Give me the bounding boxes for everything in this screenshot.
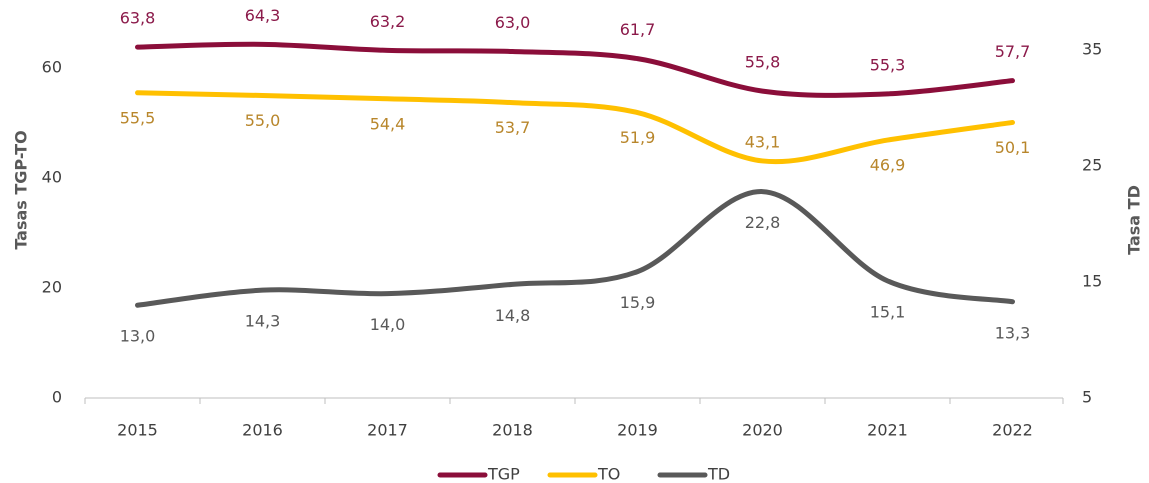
data-label: 14,8	[495, 306, 531, 325]
legend-label: TGP	[487, 465, 520, 483]
line-series	[135, 41, 1015, 98]
data-label: 64,3	[245, 6, 281, 25]
y-axis-title: Tasas TGP-TO	[12, 130, 31, 249]
data-label: 55,3	[870, 55, 906, 74]
y2-axis-title: Tasa TD	[1125, 185, 1144, 255]
data-label: 63,2	[370, 12, 406, 31]
legend-label: TD	[707, 465, 730, 483]
data-label: 22,8	[745, 213, 781, 232]
y-tick-label: 0	[52, 388, 62, 407]
data-label: 55,8	[745, 53, 781, 72]
x-tick-label: 2017	[367, 421, 408, 440]
data-label: 54,4	[370, 114, 406, 133]
x-tick-label: 2018	[492, 421, 533, 440]
line-series	[135, 90, 1015, 165]
data-label: 14,0	[370, 315, 406, 334]
y-tick-label: 20	[42, 278, 62, 297]
y-tick-label: 60	[42, 58, 62, 77]
data-label: 50,1	[995, 138, 1031, 157]
data-label: 15,9	[620, 293, 656, 312]
data-label: 61,7	[620, 20, 656, 39]
data-label: 43,1	[745, 132, 781, 151]
x-tick-label: 2021	[867, 421, 908, 440]
x-tick-label: 2015	[117, 421, 158, 440]
data-label: 63,8	[120, 9, 156, 28]
y2-tick-label: 15	[1082, 272, 1102, 291]
x-tick-label: 2016	[242, 421, 283, 440]
data-label: 63,0	[495, 13, 531, 32]
data-label: 46,9	[870, 156, 906, 175]
x-tick-label: 2019	[617, 421, 658, 440]
data-label: 15,1	[870, 302, 906, 321]
data-label: 13,0	[120, 327, 156, 346]
data-label: 51,9	[620, 128, 656, 147]
y2-tick-label: 35	[1082, 40, 1102, 59]
data-label: 13,3	[995, 323, 1031, 342]
y2-tick-label: 5	[1082, 388, 1092, 407]
y2-tick-label: 25	[1082, 156, 1102, 175]
x-tick-label: 2020	[742, 421, 783, 440]
y-tick-label: 40	[42, 168, 62, 187]
data-label: 55,0	[245, 111, 281, 130]
x-tick-label: 2022	[992, 421, 1033, 440]
line-series	[135, 189, 1015, 308]
legend-label: TO	[597, 465, 620, 483]
data-label: 55,5	[120, 108, 156, 127]
data-label: 57,7	[995, 42, 1031, 61]
data-label: 53,7	[495, 118, 531, 137]
data-label: 14,3	[245, 312, 281, 331]
